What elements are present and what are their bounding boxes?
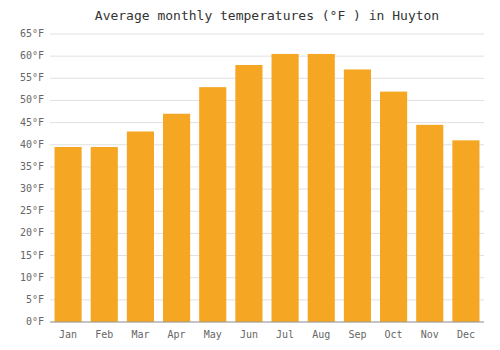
bar bbox=[199, 87, 226, 322]
x-tick-labels: Jan Feb Mar Apr May Jun Jul Aug Sep Oct Nov Dec bbox=[59, 329, 475, 340]
bar bbox=[416, 125, 443, 322]
bars bbox=[55, 54, 480, 322]
y-grid bbox=[50, 34, 484, 322]
x-tick-label: Apr bbox=[168, 329, 186, 340]
grid-line bbox=[50, 122, 484, 123]
x-tick-label: Jun bbox=[240, 329, 258, 340]
y-tick-label: 40°F bbox=[20, 139, 44, 150]
y-tick-label: 55°F bbox=[20, 72, 44, 83]
x-tick-label: Dec bbox=[457, 329, 475, 340]
x-tick-label: May bbox=[204, 329, 222, 340]
x-tick-label: Sep bbox=[348, 329, 366, 340]
bar bbox=[308, 54, 335, 322]
bar bbox=[163, 114, 190, 322]
bar bbox=[344, 69, 371, 322]
chart-title: Average monthly temperatures (°F ) in Hu… bbox=[95, 8, 439, 23]
x-tick-label: Feb bbox=[95, 329, 113, 340]
y-tick-label: 50°F bbox=[20, 94, 44, 105]
x-tick-label: Jul bbox=[276, 329, 294, 340]
y-tick-label: 30°F bbox=[20, 183, 44, 194]
grid-line bbox=[50, 56, 484, 57]
y-tick-label: 60°F bbox=[20, 50, 44, 61]
y-tick-label: 45°F bbox=[20, 117, 44, 128]
chart-container: Average monthly temperatures (°F ) in Hu… bbox=[0, 0, 500, 350]
x-tick-label: Mar bbox=[131, 329, 149, 340]
x-tick-label: Aug bbox=[312, 329, 330, 340]
grid-line bbox=[50, 322, 484, 323]
bar bbox=[272, 54, 299, 322]
x-tick-label: Jan bbox=[59, 329, 77, 340]
bar bbox=[452, 140, 479, 322]
y-tick-label: 5°F bbox=[26, 294, 44, 305]
y-tick-label: 10°F bbox=[20, 272, 44, 283]
y-tick-label: 15°F bbox=[20, 250, 44, 261]
grid-line bbox=[50, 34, 484, 35]
y-tick-label: 25°F bbox=[20, 205, 44, 216]
x-tick-label: Oct bbox=[385, 329, 403, 340]
y-tick-label: 35°F bbox=[20, 161, 44, 172]
y-tick-label: 0°F bbox=[26, 316, 44, 327]
y-tick-label: 20°F bbox=[20, 227, 44, 238]
bar bbox=[91, 147, 118, 322]
y-tick-labels: 0°F 5°F 10°F 15°F 20°F 25°F 30°F 35°F 40°F 45°F 50… bbox=[20, 28, 44, 327]
grid-line bbox=[50, 78, 484, 79]
chart-svg: Average monthly temperatures (°F ) in Hu… bbox=[0, 0, 500, 350]
bar bbox=[380, 92, 407, 322]
bar bbox=[235, 65, 262, 322]
x-axis-line bbox=[50, 322, 484, 323]
y-tick-label: 65°F bbox=[20, 28, 44, 39]
x-tick-label: Nov bbox=[421, 329, 439, 340]
bar bbox=[55, 147, 82, 322]
bar bbox=[127, 131, 154, 322]
grid-line bbox=[50, 100, 484, 101]
